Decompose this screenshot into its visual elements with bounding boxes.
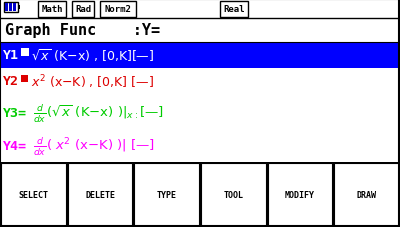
Bar bbox=[9, 4, 12, 12]
Bar bbox=[134, 163, 199, 226]
Bar bbox=[201, 163, 266, 226]
Text: Y2: Y2 bbox=[3, 75, 19, 88]
Bar bbox=[0, 19, 400, 43]
Bar bbox=[21, 49, 29, 57]
Bar bbox=[18, 6, 20, 10]
Bar bbox=[72, 2, 94, 18]
Text: Math: Math bbox=[41, 5, 63, 15]
Text: DRAW: DRAW bbox=[357, 190, 377, 199]
Text: $\frac{d}{dx}$($\sqrt{x}$ (K$-$x) )$|_{x:}$[—]: $\frac{d}{dx}$($\sqrt{x}$ (K$-$x) )$|_{x… bbox=[33, 102, 164, 125]
Text: Graph Func    :Y=: Graph Func :Y= bbox=[5, 23, 160, 38]
Bar bbox=[21, 76, 28, 83]
Text: DELETE: DELETE bbox=[85, 190, 115, 199]
Bar bbox=[68, 163, 132, 226]
Text: Norm2: Norm2 bbox=[104, 5, 132, 15]
Bar bbox=[0, 43, 400, 69]
Text: SELECT: SELECT bbox=[18, 190, 48, 199]
Text: TOOL: TOOL bbox=[223, 190, 243, 199]
Text: Y1: Y1 bbox=[3, 49, 19, 62]
Bar bbox=[268, 163, 332, 226]
Bar bbox=[0, 69, 400, 95]
Text: $x^2$ (x$-$K) , [0,K] [—]: $x^2$ (x$-$K) , [0,K] [—] bbox=[31, 73, 154, 90]
Text: $\frac{d}{dx}$( $x^2$ (x$-$K) )$|$ [—]: $\frac{d}{dx}$( $x^2$ (x$-$K) )$|$ [—] bbox=[33, 135, 155, 157]
Text: TYPE: TYPE bbox=[157, 190, 177, 199]
Bar bbox=[13, 4, 16, 12]
Bar bbox=[4, 3, 18, 13]
Bar bbox=[0, 95, 400, 132]
Text: Y3=: Y3= bbox=[3, 107, 27, 120]
Text: $\sqrt{x}$ (K$-$x) , [0,K][—]: $\sqrt{x}$ (K$-$x) , [0,K][—] bbox=[31, 47, 154, 64]
Text: MODIFY: MODIFY bbox=[285, 190, 315, 199]
Bar bbox=[0, 162, 400, 227]
Text: Rad: Rad bbox=[75, 5, 91, 15]
Bar bbox=[38, 2, 66, 18]
Bar bbox=[0, 132, 400, 162]
Text: Real: Real bbox=[223, 5, 245, 15]
Bar bbox=[220, 2, 248, 18]
Bar bbox=[1, 163, 66, 226]
Bar bbox=[334, 163, 399, 226]
Text: Y4=: Y4= bbox=[3, 140, 27, 153]
Bar bbox=[100, 2, 136, 18]
Bar bbox=[5, 4, 8, 12]
